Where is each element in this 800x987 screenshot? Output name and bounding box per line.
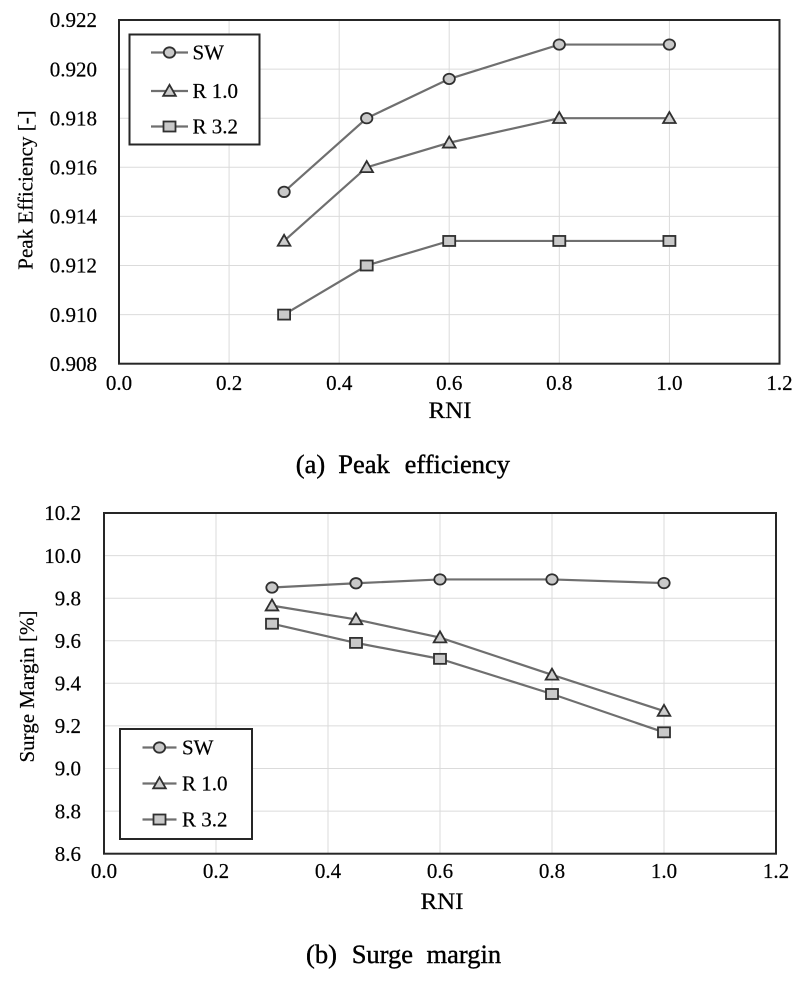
svg-text:9.4: 9.4 — [55, 672, 82, 696]
svg-text:0.920: 0.920 — [50, 57, 97, 81]
svg-text:0.2: 0.2 — [216, 371, 242, 395]
svg-text:0.912: 0.912 — [50, 254, 97, 278]
svg-text:0.6: 0.6 — [427, 859, 453, 883]
svg-text:(a): (a) — [296, 449, 325, 479]
svg-text:SW: SW — [182, 736, 214, 760]
svg-text:0.908: 0.908 — [50, 352, 97, 376]
svg-text:10.2: 10.2 — [44, 501, 81, 525]
svg-text:0.914: 0.914 — [50, 205, 98, 229]
svg-text:R 1.0: R 1.0 — [182, 772, 228, 796]
svg-text:0.916: 0.916 — [50, 156, 97, 180]
svg-text:R 3.2: R 3.2 — [193, 115, 239, 139]
svg-text:0.4: 0.4 — [315, 859, 342, 883]
svg-text:0.0: 0.0 — [106, 371, 132, 395]
svg-text:1.2: 1.2 — [763, 859, 789, 883]
svg-text:Peak: Peak — [338, 449, 390, 479]
svg-text:8.8: 8.8 — [55, 799, 81, 823]
svg-text:9.8: 9.8 — [55, 586, 81, 610]
svg-text:Surge Margin [%]: Surge Margin [%] — [15, 610, 39, 762]
svg-text:Surge: Surge — [352, 939, 413, 969]
svg-text:RNI: RNI — [421, 889, 464, 914]
svg-text:RNI: RNI — [429, 398, 472, 423]
svg-text:0.6: 0.6 — [436, 371, 462, 395]
svg-text:R 3.2: R 3.2 — [182, 808, 228, 832]
svg-text:0.8: 0.8 — [546, 371, 572, 395]
svg-text:Peak Efficiency [-]: Peak Efficiency [-] — [14, 110, 38, 269]
svg-text:8.6: 8.6 — [55, 842, 81, 866]
svg-text:1.2: 1.2 — [766, 371, 792, 395]
svg-text:SW: SW — [193, 41, 225, 65]
svg-text:(b): (b) — [306, 939, 337, 969]
svg-text:9.2: 9.2 — [55, 714, 81, 738]
svg-text:margin: margin — [427, 939, 502, 969]
svg-text:0.2: 0.2 — [203, 859, 229, 883]
svg-text:0.918: 0.918 — [50, 106, 97, 130]
svg-text:1.0: 1.0 — [656, 371, 682, 395]
svg-text:0.4: 0.4 — [326, 371, 353, 395]
svg-text:efficiency: efficiency — [405, 449, 511, 479]
svg-text:0.910: 0.910 — [50, 303, 97, 327]
svg-text:0.8: 0.8 — [539, 859, 565, 883]
svg-text:9.6: 9.6 — [55, 629, 81, 653]
svg-text:10.0: 10.0 — [44, 544, 81, 568]
svg-text:9.0: 9.0 — [55, 757, 81, 781]
svg-text:1.0: 1.0 — [651, 859, 677, 883]
svg-text:0.922: 0.922 — [50, 8, 97, 32]
svg-text:0.0: 0.0 — [91, 859, 117, 883]
svg-text:R 1.0: R 1.0 — [193, 79, 239, 103]
